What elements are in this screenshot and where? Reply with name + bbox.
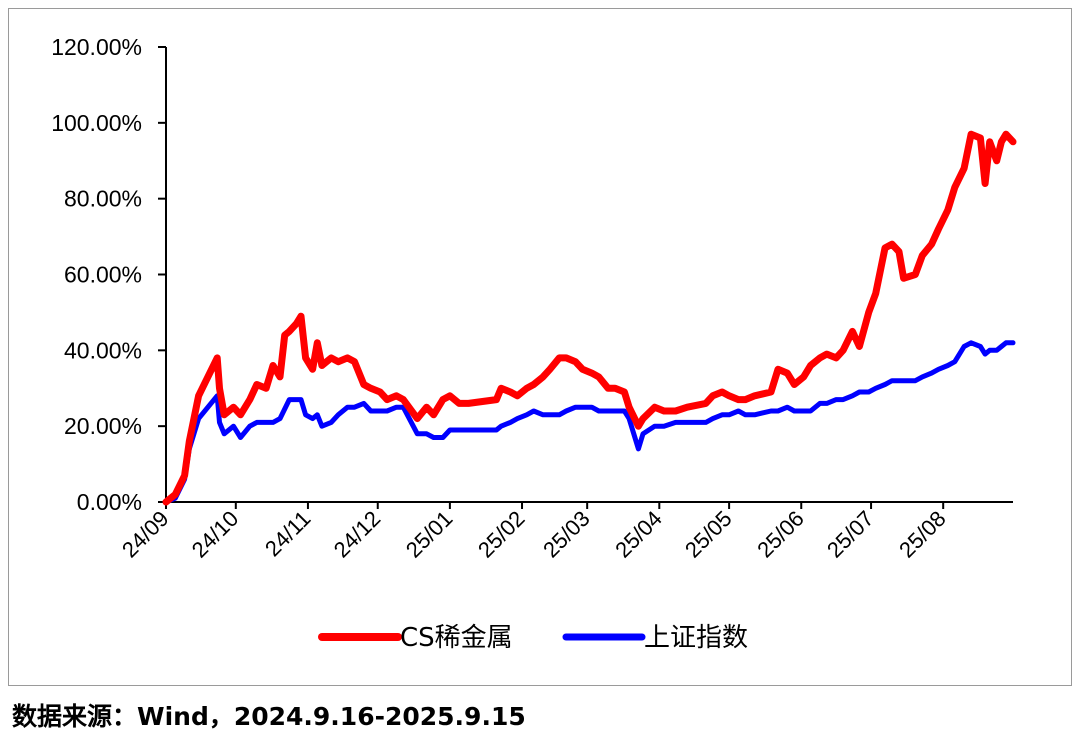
y-axis: 0.00% 20.00% 40.00% 60.00% 80.00% 100.00% 120.… [51, 34, 167, 515]
series-line-0 [162, 130, 1017, 506]
y-tick-label: 60.00% [64, 262, 142, 288]
x-tick-label: 24/11 [260, 506, 315, 561]
y-tick-label: 120.00% [51, 34, 142, 60]
y-tick-label: 40.00% [64, 337, 142, 363]
y-tick-label: 100.00% [51, 110, 142, 136]
x-axis: 24/09 24/10 24/11 24/12 25/01 25/02 25/03 25/04… [117, 501, 1013, 563]
series-lines [162, 130, 1017, 506]
x-tick-label: 25/01 [401, 506, 458, 563]
x-tick-label: 25/05 [680, 506, 737, 563]
x-tick-label: 25/04 [610, 506, 667, 563]
legend-label-1: 上证指数 [644, 623, 748, 653]
series-line-1 [163, 340, 1016, 505]
y-tick-label: 0.00% [77, 489, 142, 515]
x-tick-label: 24/10 [187, 506, 244, 563]
legend-label-0: CS稀金属 [400, 623, 513, 653]
y-tick-label: 80.00% [64, 186, 142, 212]
chart-frame [8, 8, 1072, 686]
legend: CS稀金属 上证指数 [318, 623, 748, 653]
x-tick-label: 25/07 [822, 506, 879, 563]
x-tick-label: 25/06 [752, 506, 809, 563]
source-note: 数据来源：Wind，2024.9.16-2025.9.15 [12, 702, 526, 731]
x-tick-label: 24/12 [329, 506, 386, 563]
y-tick-label: 20.00% [64, 413, 142, 439]
x-tick-label: 25/02 [473, 506, 530, 563]
x-tick-label: 25/03 [538, 506, 595, 563]
x-tick-label: 25/08 [894, 506, 951, 563]
